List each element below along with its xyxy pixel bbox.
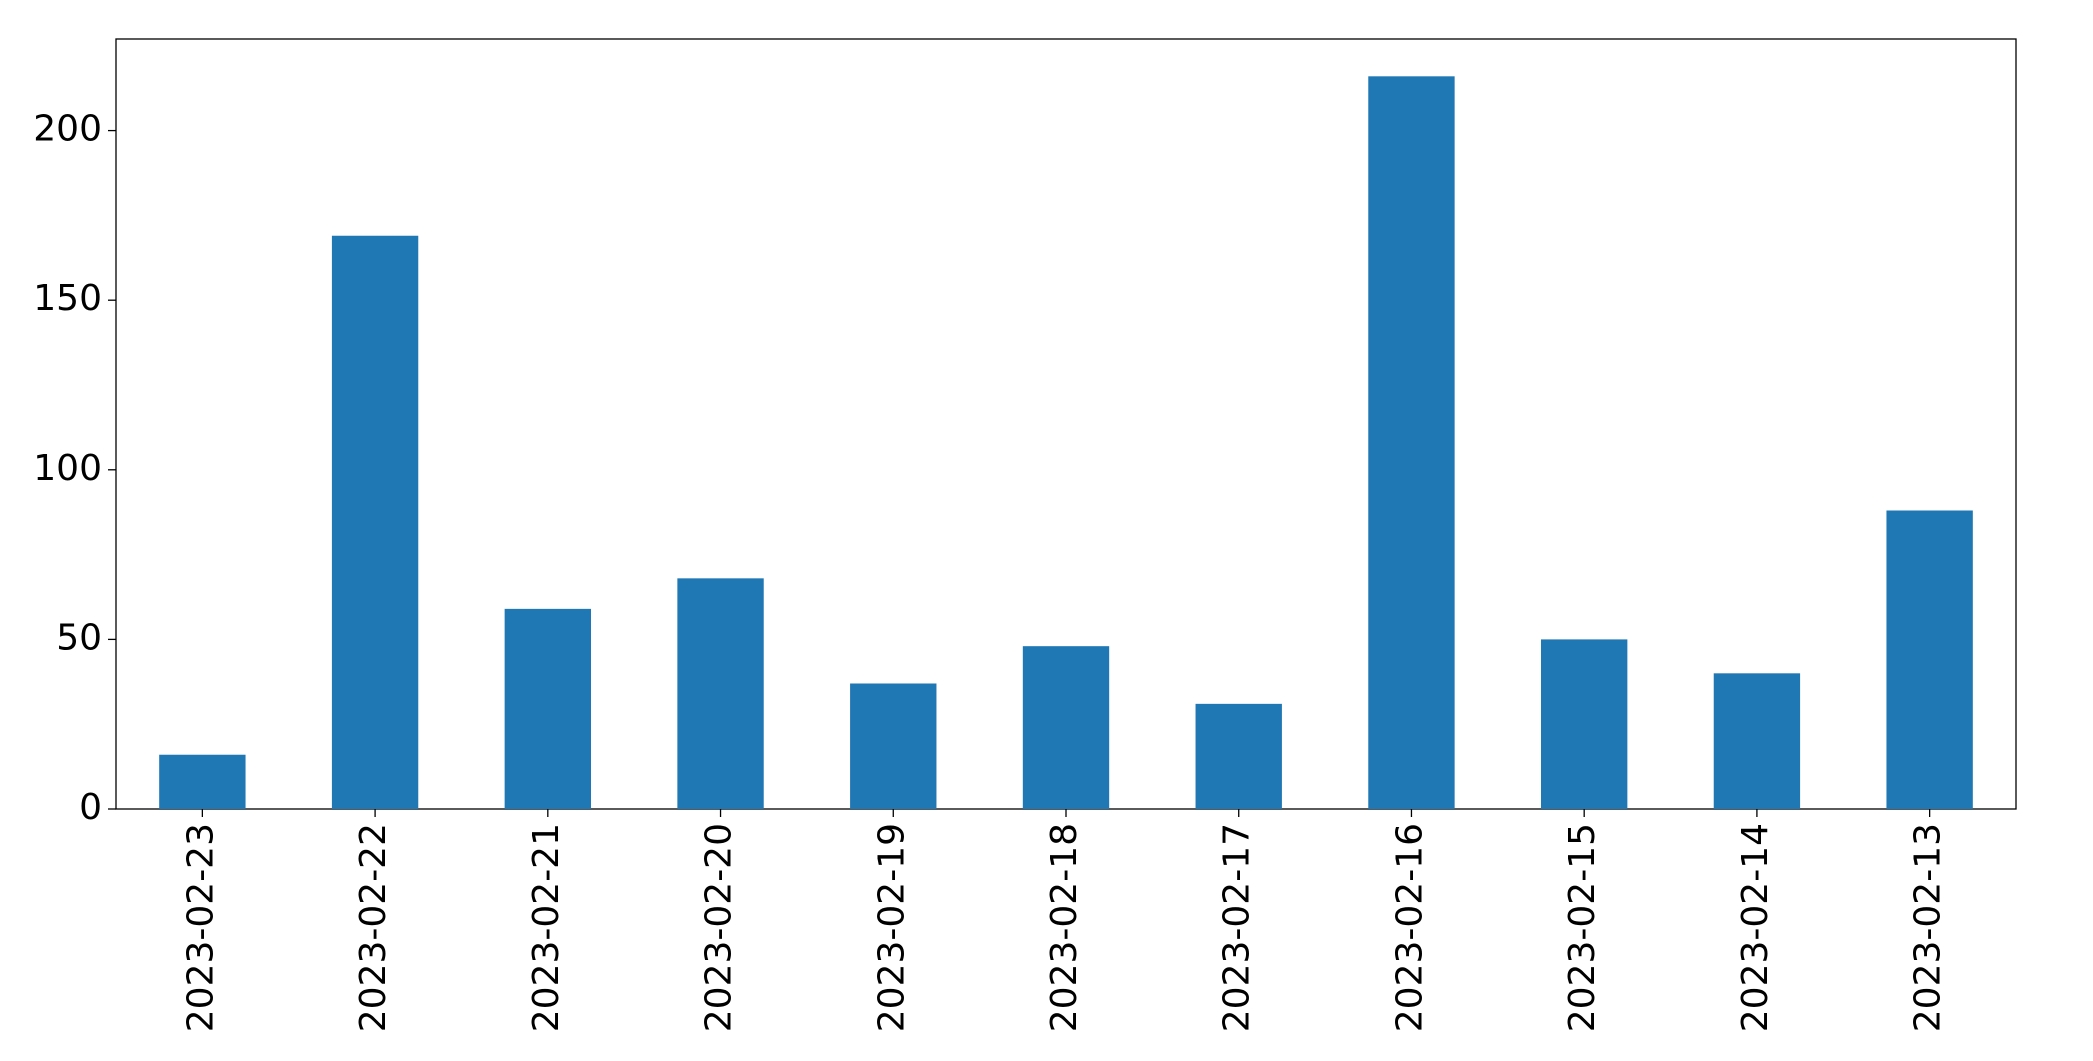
bar bbox=[850, 683, 937, 809]
bar bbox=[1195, 703, 1282, 809]
x-tick-label: 2023-02-20 bbox=[699, 823, 740, 1032]
x-tick-label: 2023-02-22 bbox=[353, 823, 394, 1032]
x-tick-label: 2023-02-14 bbox=[1735, 823, 1776, 1032]
x-tick-label: 2023-02-19 bbox=[871, 823, 912, 1032]
bar bbox=[1541, 639, 1628, 809]
bar bbox=[1368, 76, 1455, 810]
y-tick-label: 0 bbox=[79, 787, 102, 828]
x-tick-label: 2023-02-15 bbox=[1562, 823, 1603, 1032]
y-tick-label: 50 bbox=[56, 617, 102, 658]
bar bbox=[1022, 646, 1110, 809]
x-tick-label: 2023-02-13 bbox=[1908, 823, 1949, 1032]
x-tick-label: 2023-02-16 bbox=[1389, 823, 1430, 1032]
y-tick-label: 200 bbox=[33, 109, 102, 150]
x-tick-label: 2023-02-17 bbox=[1217, 823, 1258, 1032]
bar bbox=[1713, 673, 1801, 809]
y-tick-label: 100 bbox=[33, 448, 102, 489]
bar bbox=[1886, 510, 1973, 809]
bar bbox=[331, 235, 419, 809]
x-tick-label: 2023-02-18 bbox=[1044, 823, 1085, 1032]
bar bbox=[504, 608, 591, 809]
y-tick-label: 150 bbox=[33, 278, 102, 319]
x-tick-label: 2023-02-23 bbox=[180, 823, 221, 1032]
bar bbox=[159, 754, 246, 809]
x-tick-label: 2023-02-21 bbox=[526, 823, 567, 1032]
bar bbox=[677, 578, 764, 809]
